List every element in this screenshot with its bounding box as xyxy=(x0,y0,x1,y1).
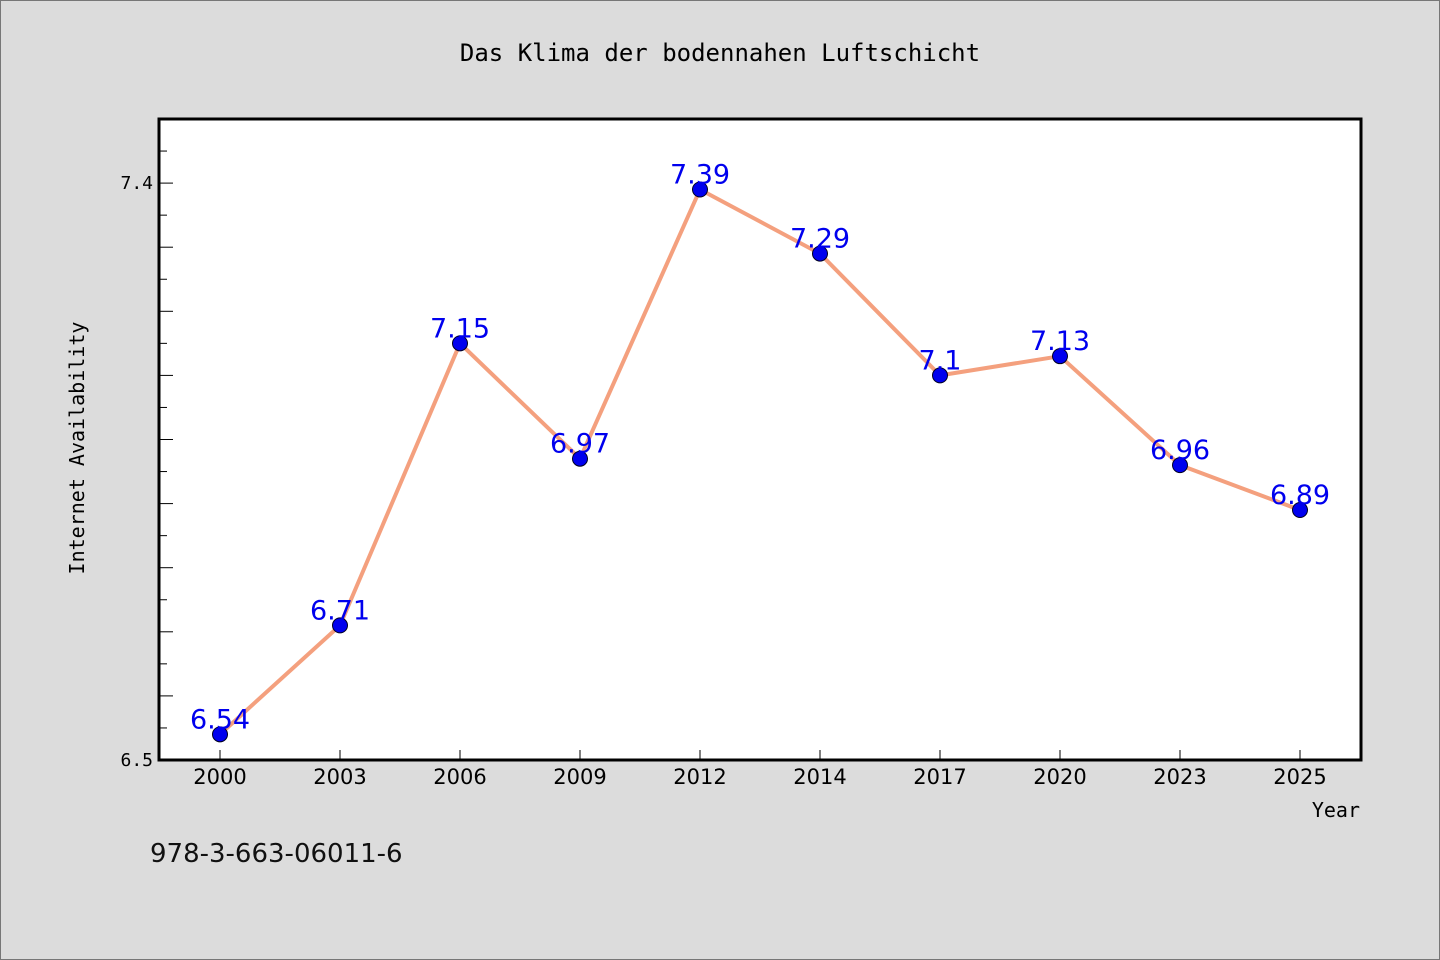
data-label: 7.39 xyxy=(670,160,730,191)
data-point xyxy=(932,367,948,384)
data-point xyxy=(812,245,828,262)
plot-area xyxy=(157,117,1363,762)
x-tick-label: 2020 xyxy=(1033,765,1086,789)
data-point xyxy=(332,617,348,634)
x-tick-label: 2000 xyxy=(193,765,246,789)
x-tick-label: 2006 xyxy=(433,765,486,789)
data-markers xyxy=(212,181,1308,743)
x-tick-label: 2017 xyxy=(913,765,966,789)
data-label: 6.96 xyxy=(1150,435,1210,466)
data-label: 7.1 xyxy=(919,345,962,376)
footer-isbn: 978-3-663-06011-6 xyxy=(150,839,403,869)
y-tick-label: 6.5 xyxy=(120,750,153,771)
data-label: 6.71 xyxy=(310,595,370,626)
data-labels: 6.54 6.71 7.15 6.97 7.39 7.29 7.1 7.13 6.96 6.89 xyxy=(190,160,1330,736)
data-label: 6.97 xyxy=(550,429,610,460)
data-point xyxy=(452,335,468,352)
x-tick-label: 2025 xyxy=(1273,765,1326,789)
x-tick-labels: 2000 2003 2006 2009 2012 2014 2017 2020 2023 2025 xyxy=(193,750,1327,789)
data-point xyxy=(572,450,588,467)
x-tick-label: 2009 xyxy=(553,765,606,789)
data-point xyxy=(1172,457,1188,474)
data-label: 7.29 xyxy=(790,224,850,255)
data-point xyxy=(212,726,228,743)
y-axis-label: Internet Availability xyxy=(65,322,89,575)
data-label: 7.15 xyxy=(430,313,490,344)
data-label: 6.89 xyxy=(1270,480,1330,511)
x-axis-label: Year xyxy=(1312,798,1360,822)
series-line xyxy=(218,187,1301,736)
data-point xyxy=(692,181,708,198)
x-tick-label: 2012 xyxy=(673,765,726,789)
y-minor-ticks xyxy=(159,118,173,761)
data-point xyxy=(1292,502,1308,519)
data-label: 7.13 xyxy=(1030,326,1090,357)
y-tick-labels: 6.5 7.4 xyxy=(120,173,153,771)
x-tick-label: 2023 xyxy=(1153,765,1206,789)
data-point xyxy=(1052,348,1068,365)
y-tick-label: 7.4 xyxy=(120,173,153,194)
x-tick-label: 2014 xyxy=(793,765,846,789)
chart-title: Das Klima der bodennahen Luftschicht xyxy=(460,39,980,67)
data-label: 6.54 xyxy=(190,704,250,735)
x-tick-label: 2003 xyxy=(313,765,366,789)
